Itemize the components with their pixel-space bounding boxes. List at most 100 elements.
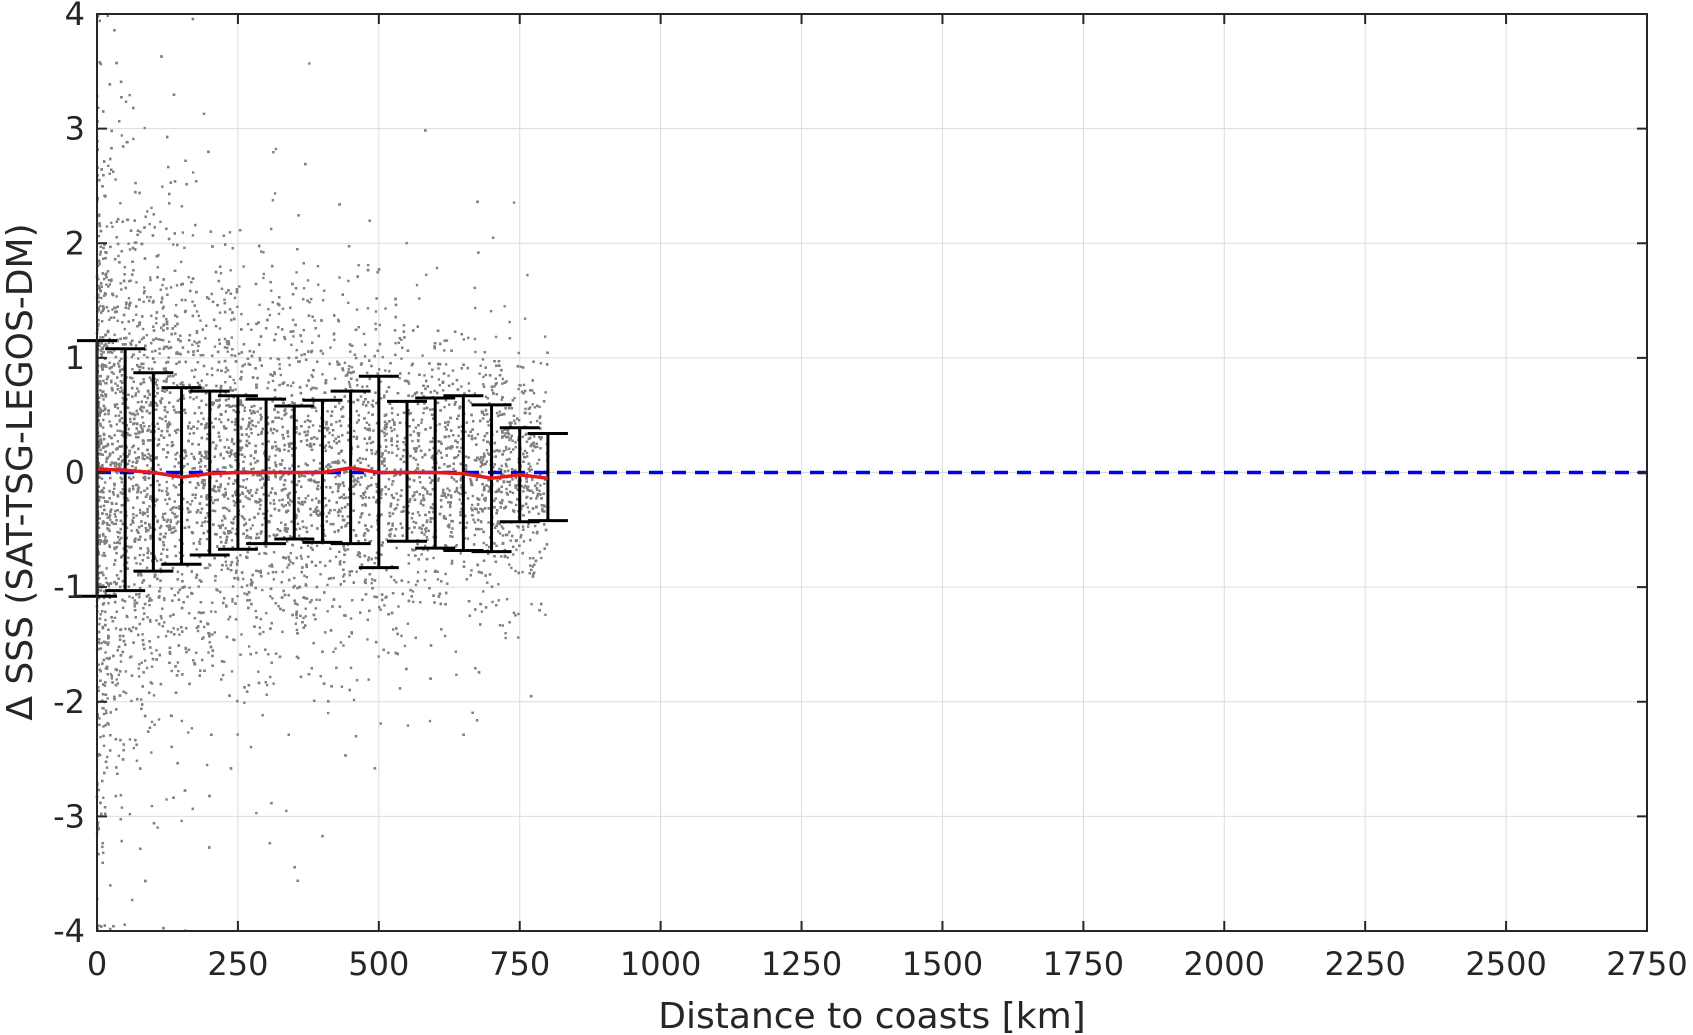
scatter-point bbox=[415, 283, 419, 287]
scatter-point bbox=[348, 364, 351, 368]
scatter-point bbox=[466, 497, 470, 500]
scatter-point bbox=[267, 475, 270, 479]
scatter-point bbox=[387, 533, 391, 537]
scatter-point bbox=[117, 362, 120, 365]
scatter-point bbox=[475, 443, 478, 446]
scatter-point bbox=[162, 323, 166, 326]
scatter-point bbox=[448, 503, 452, 507]
scatter-point bbox=[442, 516, 446, 520]
scatter-point bbox=[155, 559, 159, 563]
scatter-point bbox=[144, 526, 147, 530]
scatter-point bbox=[139, 230, 142, 234]
scatter-point bbox=[356, 384, 359, 387]
scatter-point bbox=[267, 494, 271, 497]
scatter-point bbox=[357, 264, 360, 267]
scatter-point bbox=[303, 420, 307, 423]
scatter-point bbox=[162, 305, 165, 309]
scatter-point bbox=[195, 626, 199, 630]
scatter-point bbox=[229, 269, 232, 272]
scatter-point bbox=[120, 481, 123, 484]
scatter-point bbox=[96, 821, 100, 824]
scatter-point bbox=[395, 492, 398, 495]
scatter-point bbox=[439, 451, 443, 455]
scatter-point bbox=[333, 338, 336, 342]
scatter-point bbox=[428, 448, 431, 452]
scatter-point bbox=[352, 435, 356, 438]
scatter-point bbox=[448, 526, 451, 529]
scatter-point bbox=[366, 428, 369, 431]
scatter-point bbox=[154, 395, 157, 398]
scatter-point bbox=[455, 456, 458, 459]
scatter-point bbox=[501, 534, 505, 537]
scatter-point bbox=[428, 476, 431, 479]
scatter-point bbox=[178, 397, 182, 401]
scatter-point bbox=[214, 610, 217, 614]
scatter-point bbox=[451, 535, 454, 538]
scatter-point bbox=[272, 150, 275, 154]
scatter-point bbox=[102, 418, 105, 422]
scatter-point bbox=[410, 531, 414, 534]
scatter-point bbox=[517, 419, 521, 422]
scatter-point bbox=[372, 496, 375, 499]
scatter-point bbox=[357, 325, 360, 329]
scatter-point bbox=[255, 651, 258, 655]
scatter-point bbox=[268, 466, 271, 470]
scatter-point bbox=[236, 305, 239, 309]
scatter-point bbox=[97, 663, 101, 666]
scatter-point bbox=[437, 378, 441, 381]
scatter-point bbox=[149, 620, 152, 623]
scatter-point bbox=[236, 733, 239, 736]
scatter-point bbox=[233, 296, 237, 300]
scatter-point bbox=[143, 126, 146, 130]
scatter-point bbox=[271, 431, 275, 435]
scatter-point bbox=[325, 465, 328, 468]
scatter-point bbox=[315, 387, 318, 390]
scatter-point bbox=[495, 411, 499, 415]
scatter-point bbox=[514, 441, 517, 444]
scatter-point bbox=[223, 426, 226, 430]
scatter-point bbox=[375, 483, 378, 486]
scatter-point bbox=[371, 405, 375, 408]
scatter-point bbox=[259, 413, 262, 416]
scatter-point bbox=[523, 317, 527, 320]
scatter-point bbox=[154, 382, 157, 385]
scatter-point bbox=[332, 650, 335, 654]
scatter-point bbox=[104, 667, 108, 670]
scatter-point bbox=[292, 335, 295, 338]
scatter-point bbox=[283, 337, 287, 341]
scatter-point bbox=[415, 446, 419, 450]
scatter-point bbox=[315, 544, 319, 548]
scatter-point bbox=[500, 525, 504, 528]
scatter-point bbox=[269, 357, 272, 360]
scatter-point bbox=[414, 469, 417, 472]
scatter-point bbox=[364, 474, 367, 477]
scatter-point bbox=[145, 530, 148, 533]
scatter-point bbox=[240, 633, 243, 636]
scatter-point bbox=[273, 192, 277, 195]
scatter-point bbox=[160, 552, 163, 556]
scatter-point bbox=[361, 403, 365, 406]
scatter-point bbox=[104, 709, 108, 712]
scatter-point bbox=[445, 339, 449, 342]
scatter-point bbox=[329, 547, 332, 550]
scatter-point bbox=[429, 440, 432, 444]
scatter-point bbox=[140, 430, 143, 434]
scatter-point bbox=[226, 497, 230, 500]
scatter-point bbox=[246, 551, 249, 554]
scatter-point bbox=[271, 400, 274, 403]
scatter-point bbox=[333, 377, 337, 380]
scatter-point bbox=[128, 595, 131, 598]
scatter-point bbox=[252, 467, 255, 470]
scatter-point bbox=[266, 387, 269, 390]
scatter-point bbox=[504, 445, 508, 449]
scatter-point bbox=[366, 307, 370, 310]
scatter-point bbox=[457, 454, 460, 457]
scatter-point bbox=[163, 390, 166, 393]
scatter-point bbox=[236, 595, 239, 598]
scatter-point bbox=[165, 287, 168, 290]
scatter-point bbox=[362, 400, 365, 404]
scatter-point bbox=[189, 503, 192, 506]
scatter-point bbox=[207, 520, 210, 523]
scatter-point bbox=[454, 545, 457, 548]
scatter-point bbox=[290, 343, 293, 347]
